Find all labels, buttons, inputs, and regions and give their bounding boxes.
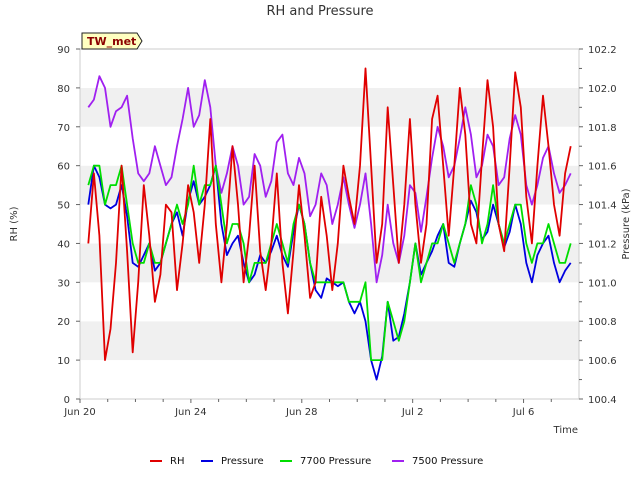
y2-tick-label: 102.0 xyxy=(588,84,617,95)
y-tick-right: 102.0 xyxy=(579,84,617,95)
y-tick-right: 101.6 xyxy=(579,162,617,173)
y-tick-label: 20 xyxy=(57,317,70,328)
y-axis-left-title: RH (%) xyxy=(9,206,20,241)
y-tick-left: 80 xyxy=(57,84,80,95)
x-tick-label: Jul 6 xyxy=(512,407,535,418)
y-tick-right: 101.8 xyxy=(579,123,617,134)
legend-label: 7700 Pressure xyxy=(300,456,371,467)
7500-pressure-line xyxy=(87,75,572,284)
y2-tick-label: 100.4 xyxy=(588,395,617,406)
y-axis-right-title: Pressure (kPa) xyxy=(621,188,632,259)
y-tick-left: 10 xyxy=(57,356,80,367)
legend-label: Pressure xyxy=(221,456,264,467)
y-tick-right: 100.8 xyxy=(579,317,617,328)
y-axis-left: 0 10 20 30 40 50 60 70 80 90 xyxy=(57,45,80,406)
y-tick-left: 0 xyxy=(64,395,80,406)
chart-title: RH and Pressure xyxy=(266,4,373,19)
grid-band xyxy=(80,321,579,361)
rh-line xyxy=(87,67,572,362)
y2-tick-label: 101.0 xyxy=(588,278,617,289)
x-tick: Jul 6 xyxy=(512,399,535,418)
grid-bands xyxy=(80,49,579,399)
y-tick-left: 30 xyxy=(57,278,80,289)
legend: RH Pressure 7700 Pressure 7500 Pressure xyxy=(150,456,483,467)
y-tick-label: 10 xyxy=(57,356,70,367)
y-tick-right: 102.2 xyxy=(579,45,617,56)
y-tick-label: 70 xyxy=(57,123,70,134)
y-tick-label: 90 xyxy=(57,45,70,56)
y2-tick-label: 101.4 xyxy=(588,201,617,212)
y-tick-right: 100.6 xyxy=(579,356,617,367)
grid-band xyxy=(80,49,579,88)
x-tick-label: Jul 2 xyxy=(401,407,424,418)
grid-band xyxy=(80,87,579,127)
x-axis: Jun 20 Jun 24 Jun 28 Jul 2 Jul 6 xyxy=(63,399,552,418)
legend-label: 7500 Pressure xyxy=(412,456,483,467)
x-tick-label: Jun 24 xyxy=(174,407,207,418)
y2-tick-label: 101.6 xyxy=(588,162,617,173)
y2-tick-label: 100.6 xyxy=(588,356,617,367)
y-tick-right: 100.4 xyxy=(579,395,617,406)
x-axis-title: Time xyxy=(553,425,578,436)
y-tick-left: 20 xyxy=(57,317,80,328)
y2-tick-label: 100.8 xyxy=(588,317,617,328)
series-lines xyxy=(87,67,572,381)
y2-tick-label: 102.2 xyxy=(588,45,617,56)
x-tick: Jun 24 xyxy=(174,399,207,418)
y-tick-left: 40 xyxy=(57,239,80,250)
y-tick-label: 30 xyxy=(57,278,70,289)
grid-band xyxy=(80,282,579,322)
grid-band xyxy=(80,360,579,399)
site-badge: TW_met xyxy=(81,32,143,50)
y-tick-left: 60 xyxy=(57,162,80,173)
y-tick-label: 50 xyxy=(57,201,70,212)
y-axis-right: 100.4 100.6 100.8 101.0 101.2 101.4 101.6 101.8… xyxy=(579,45,617,406)
y-tick-label: 60 xyxy=(57,162,70,173)
x-tick-label: Jun 20 xyxy=(63,407,96,418)
site-badge-shape xyxy=(81,32,143,50)
y-tick-label: 40 xyxy=(57,239,70,250)
y-tick-right: 101.4 xyxy=(579,201,617,212)
y-tick-label: 0 xyxy=(64,395,70,406)
y-tick-left: 90 xyxy=(57,45,80,56)
site-badge-label: TW_met xyxy=(87,35,136,48)
x-tick: Jun 20 xyxy=(63,399,96,418)
y-tick-right: 101.2 xyxy=(579,239,617,250)
y2-tick-label: 101.8 xyxy=(588,123,617,134)
7700-pressure-line xyxy=(87,164,572,362)
legend-label: RH xyxy=(170,456,184,467)
y2-tick-label: 101.2 xyxy=(588,239,617,250)
y-tick-right: 101.0 xyxy=(579,278,617,289)
y-tick-left: 70 xyxy=(57,123,80,134)
x-tick: Jun 28 xyxy=(285,399,318,418)
x-tick-label: Jun 28 xyxy=(285,407,318,418)
y-tick-left: 50 xyxy=(57,201,80,212)
y-tick-label: 80 xyxy=(57,84,70,95)
x-tick: Jul 2 xyxy=(401,399,424,418)
